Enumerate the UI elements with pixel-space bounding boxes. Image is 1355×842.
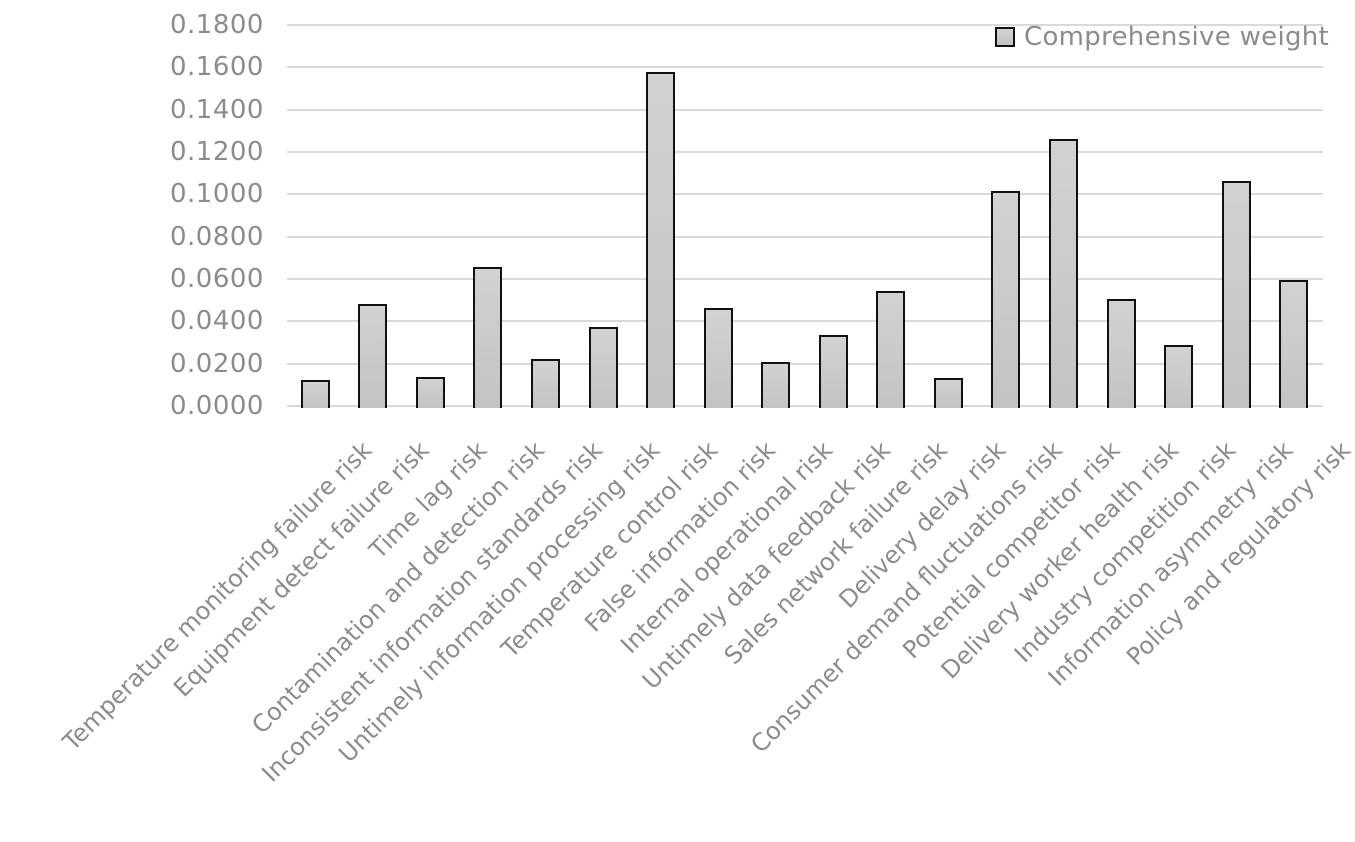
y-tick-label: 0.1000 — [170, 179, 264, 210]
bar — [818, 334, 848, 408]
bar — [933, 378, 963, 408]
bar — [588, 326, 618, 408]
y-tick-label: 0.1200 — [170, 137, 264, 167]
gridline — [287, 235, 1323, 238]
y-tick-label: 0.1800 — [170, 10, 264, 40]
bar — [703, 308, 733, 408]
bar — [358, 304, 388, 408]
legend-label: Comprehensive weight — [1024, 22, 1330, 52]
y-tick-label: 0.0600 — [170, 264, 264, 294]
gridline — [287, 362, 1323, 365]
bar — [1164, 344, 1194, 408]
gridline — [287, 278, 1323, 280]
legend-swatch-icon — [995, 27, 1015, 47]
y-tick-label: 0.0200 — [170, 348, 264, 379]
bar — [1279, 279, 1309, 408]
bar — [531, 359, 560, 408]
gridline — [287, 24, 1323, 26]
gridline — [287, 66, 1323, 69]
bar — [473, 267, 503, 408]
gridline — [287, 108, 1323, 111]
bar — [876, 290, 906, 408]
bar — [1221, 181, 1251, 408]
legend: Comprehensive weight — [995, 22, 1329, 52]
bar — [646, 72, 676, 408]
y-tick-label: 0.0000 — [170, 391, 264, 421]
bar — [300, 379, 330, 408]
y-tick-label: 0.1600 — [170, 52, 264, 83]
bar — [1106, 298, 1136, 408]
gridline — [287, 320, 1323, 323]
bar — [761, 361, 791, 408]
y-tick-label: 0.1400 — [170, 94, 264, 125]
y-tick-label: 0.0400 — [170, 306, 264, 337]
gridline — [287, 193, 1323, 196]
bar — [1049, 138, 1078, 408]
bar — [991, 190, 1021, 408]
bar — [415, 377, 445, 408]
gridline — [287, 151, 1323, 153]
gridline — [287, 405, 1323, 407]
y-tick-label: 0.0800 — [170, 221, 264, 252]
